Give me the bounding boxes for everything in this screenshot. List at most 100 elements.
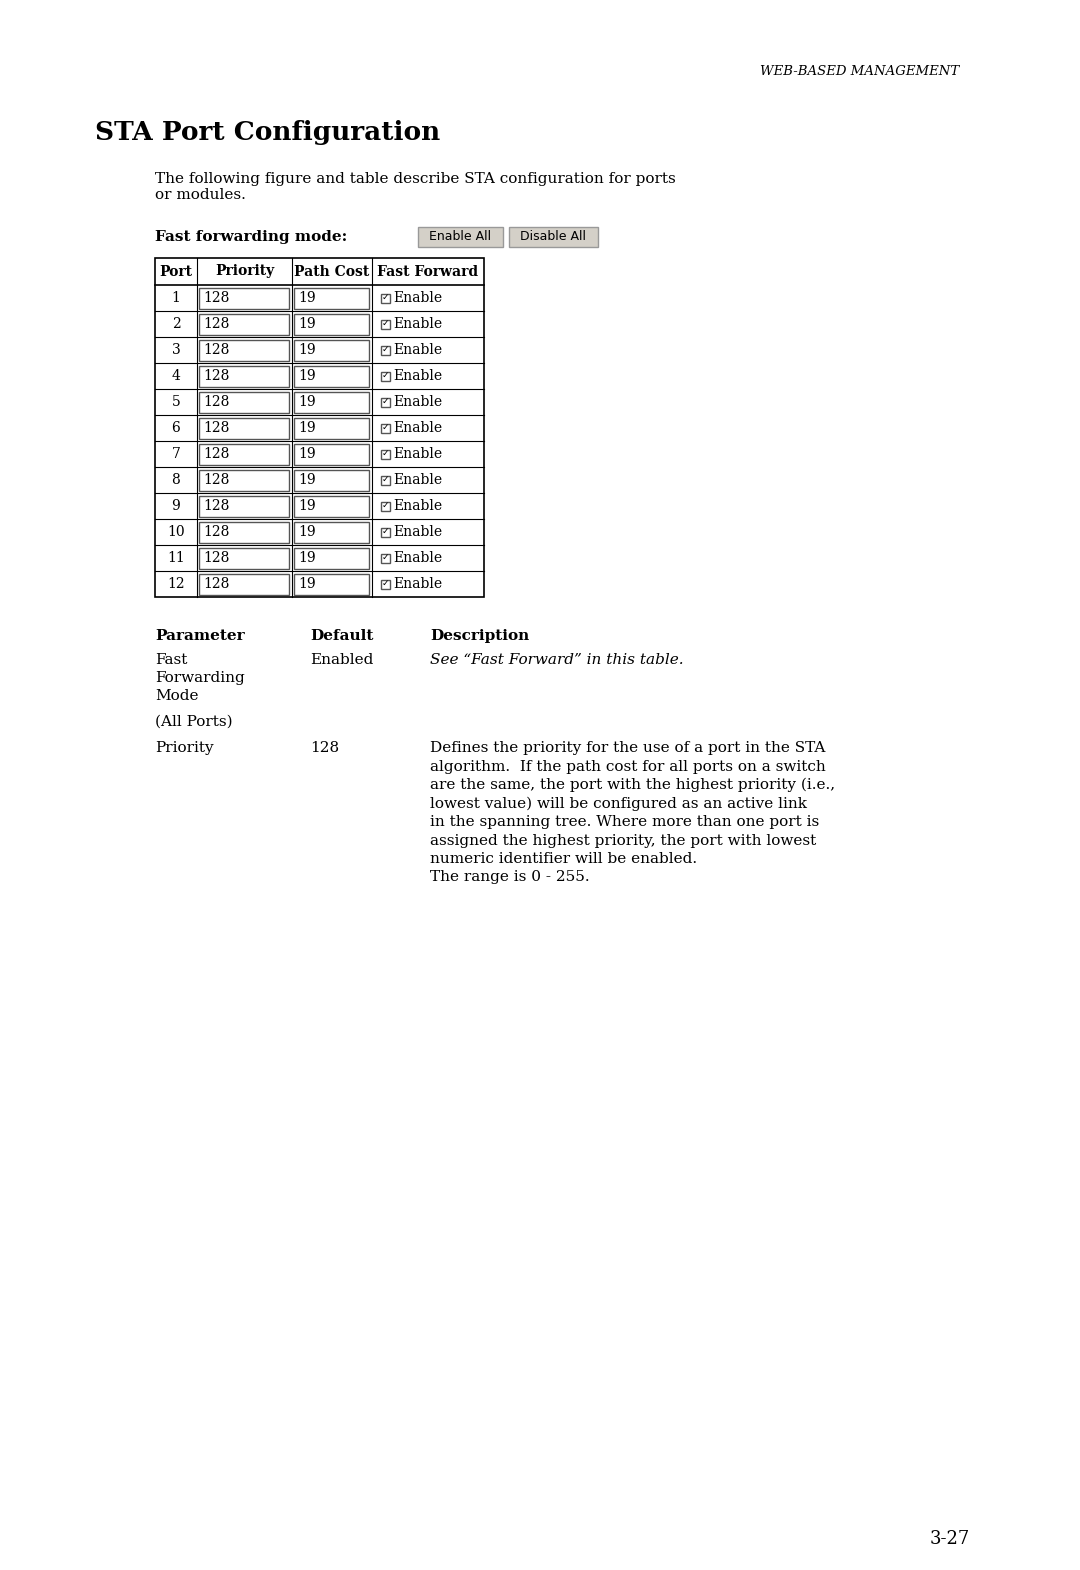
Text: Default: Default bbox=[310, 630, 374, 644]
Bar bbox=[294, 339, 369, 361]
Text: ✓: ✓ bbox=[381, 294, 389, 301]
Text: The following figure and table describe STA configuration for ports
or modules.: The following figure and table describe … bbox=[156, 173, 676, 203]
Bar bbox=[199, 548, 289, 568]
Bar bbox=[380, 554, 390, 562]
Text: ✓: ✓ bbox=[381, 319, 389, 328]
Text: Defines the priority for the use of a port in the STA: Defines the priority for the use of a po… bbox=[430, 741, 825, 755]
Text: 12: 12 bbox=[167, 578, 185, 590]
Text: Fast Forward: Fast Forward bbox=[377, 264, 478, 278]
Text: The range is 0 - 255.: The range is 0 - 255. bbox=[430, 870, 590, 884]
Text: 128: 128 bbox=[203, 342, 229, 356]
Bar bbox=[380, 320, 390, 328]
Text: Enable: Enable bbox=[393, 551, 443, 565]
Bar bbox=[294, 391, 369, 413]
Text: 3-27: 3-27 bbox=[930, 1531, 970, 1548]
Text: Enable: Enable bbox=[393, 524, 443, 539]
Text: 128: 128 bbox=[203, 290, 229, 305]
Bar bbox=[380, 372, 390, 380]
Bar bbox=[380, 476, 390, 485]
Text: ✓: ✓ bbox=[381, 476, 389, 484]
Text: STA Port Configuration: STA Port Configuration bbox=[95, 119, 441, 144]
Bar bbox=[380, 449, 390, 458]
Text: 19: 19 bbox=[298, 396, 315, 410]
Text: 10: 10 bbox=[167, 524, 185, 539]
Bar bbox=[156, 363, 484, 389]
Text: 5: 5 bbox=[172, 396, 180, 410]
Text: Priority: Priority bbox=[156, 741, 214, 755]
Bar bbox=[156, 311, 484, 338]
Bar bbox=[156, 493, 484, 520]
Text: ✓: ✓ bbox=[381, 579, 389, 589]
Bar bbox=[199, 418, 289, 438]
Text: WEB-BASED MANAGEMENT: WEB-BASED MANAGEMENT bbox=[760, 64, 959, 78]
Bar bbox=[156, 545, 484, 571]
Text: 7: 7 bbox=[172, 447, 180, 462]
Text: 128: 128 bbox=[203, 317, 229, 331]
Text: 128: 128 bbox=[203, 473, 229, 487]
Text: Enable: Enable bbox=[393, 499, 443, 513]
Bar bbox=[380, 501, 390, 510]
Text: Enable: Enable bbox=[393, 473, 443, 487]
Text: in the spanning tree. Where more than one port is: in the spanning tree. Where more than on… bbox=[430, 815, 820, 829]
Text: 19: 19 bbox=[298, 317, 315, 331]
Text: Fast forwarding mode:: Fast forwarding mode: bbox=[156, 229, 348, 243]
Text: 11: 11 bbox=[167, 551, 185, 565]
Bar bbox=[199, 287, 289, 308]
Text: Enable: Enable bbox=[393, 578, 443, 590]
Text: See “Fast Forward” in this table.: See “Fast Forward” in this table. bbox=[430, 653, 684, 667]
Text: 19: 19 bbox=[298, 290, 315, 305]
Text: ✓: ✓ bbox=[381, 528, 389, 535]
Text: ✓: ✓ bbox=[381, 449, 389, 458]
Bar bbox=[294, 418, 369, 438]
Text: 128: 128 bbox=[203, 369, 229, 383]
Bar bbox=[418, 228, 503, 246]
Text: 1: 1 bbox=[172, 290, 180, 305]
Text: Enable: Enable bbox=[393, 421, 443, 435]
Text: 6: 6 bbox=[172, 421, 180, 435]
Text: 4: 4 bbox=[172, 369, 180, 383]
Text: are the same, the port with the highest priority (i.e.,: are the same, the port with the highest … bbox=[430, 779, 835, 793]
Bar bbox=[294, 287, 369, 308]
Text: Enabled: Enabled bbox=[310, 653, 374, 667]
Bar bbox=[199, 469, 289, 490]
Text: numeric identifier will be enabled.: numeric identifier will be enabled. bbox=[430, 853, 697, 867]
Bar bbox=[199, 573, 289, 595]
Text: Enable All: Enable All bbox=[430, 231, 491, 243]
Text: Enable: Enable bbox=[393, 396, 443, 410]
Text: Enable: Enable bbox=[393, 342, 443, 356]
Bar bbox=[199, 496, 289, 517]
Text: Fast
Forwarding
Mode: Fast Forwarding Mode bbox=[156, 653, 245, 703]
Bar bbox=[156, 257, 484, 597]
Text: 128: 128 bbox=[203, 499, 229, 513]
Text: ✓: ✓ bbox=[381, 422, 389, 432]
Bar bbox=[156, 571, 484, 597]
Bar bbox=[380, 528, 390, 537]
Bar bbox=[294, 366, 369, 386]
Text: Disable All: Disable All bbox=[521, 231, 586, 243]
Text: 19: 19 bbox=[298, 421, 315, 435]
Bar bbox=[380, 397, 390, 407]
Bar bbox=[380, 579, 390, 589]
Bar bbox=[509, 228, 598, 246]
Text: Enable: Enable bbox=[393, 447, 443, 462]
Text: Description: Description bbox=[430, 630, 529, 644]
Text: (All Ports): (All Ports) bbox=[156, 714, 232, 728]
Bar bbox=[294, 573, 369, 595]
Text: 128: 128 bbox=[203, 524, 229, 539]
Bar bbox=[380, 424, 390, 432]
Bar bbox=[156, 389, 484, 414]
Text: 128: 128 bbox=[310, 741, 339, 755]
Bar bbox=[199, 521, 289, 543]
Text: 128: 128 bbox=[203, 551, 229, 565]
Bar bbox=[294, 548, 369, 568]
Text: Enable: Enable bbox=[393, 369, 443, 383]
Bar bbox=[294, 496, 369, 517]
Bar bbox=[156, 286, 484, 311]
Text: lowest value) will be configured as an active link: lowest value) will be configured as an a… bbox=[430, 796, 807, 810]
Bar bbox=[156, 338, 484, 363]
Text: 2: 2 bbox=[172, 317, 180, 331]
Text: assigned the highest priority, the port with lowest: assigned the highest priority, the port … bbox=[430, 834, 816, 848]
Bar bbox=[294, 314, 369, 334]
Text: Enable: Enable bbox=[393, 290, 443, 305]
Text: Priority: Priority bbox=[215, 264, 274, 278]
